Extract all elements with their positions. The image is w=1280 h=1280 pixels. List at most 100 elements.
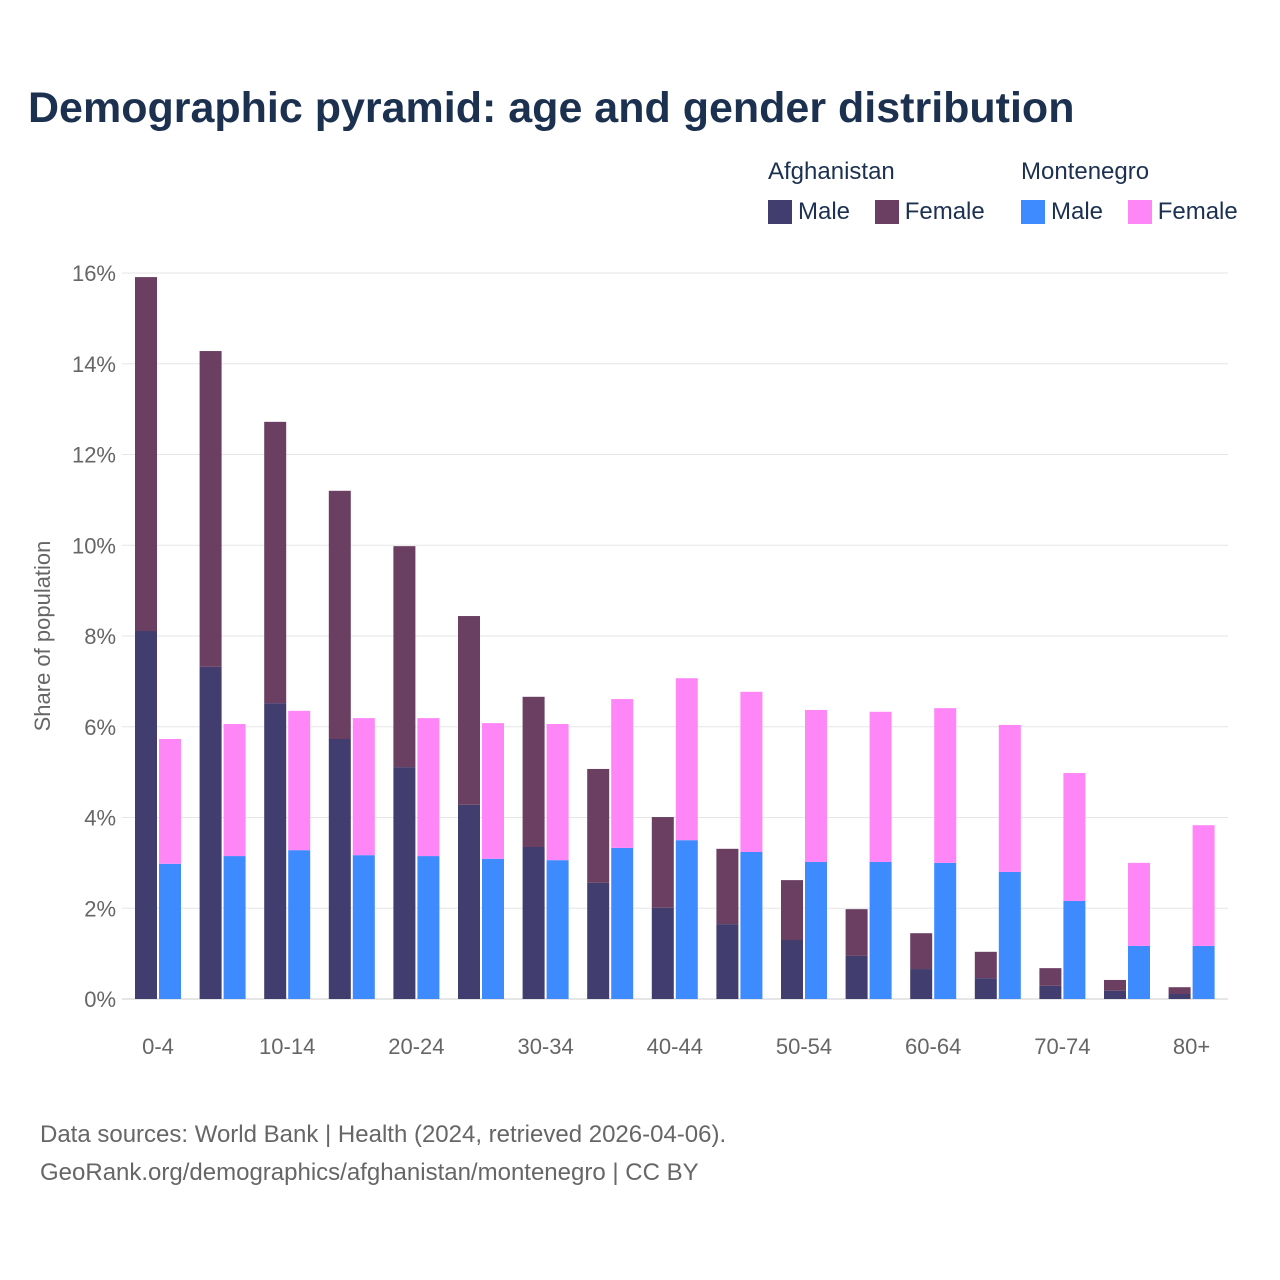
montenegro-female-bar: [1128, 862, 1150, 946]
afghanistan-male-bar: [199, 666, 222, 999]
legend-swatch: [1021, 200, 1045, 224]
afghanistan-male-bar: [522, 846, 545, 999]
legend-label: Female: [904, 198, 985, 225]
legend-item: Female: [1127, 198, 1238, 226]
source-line-2: GeoRank.org/demographics/afghanistan/mon…: [40, 1159, 699, 1186]
montenegro-female-bar: [675, 678, 698, 841]
montenegro-male-bar: [159, 863, 181, 999]
afghanistan-female-bar: [845, 909, 868, 956]
afghanistan-female-bar: [522, 696, 545, 847]
afghanistan-female-bar: [328, 490, 351, 740]
montenegro-male-bar: [675, 840, 698, 999]
legend-item: Female: [874, 198, 985, 226]
legend-item: Male: [768, 198, 850, 226]
afghanistan-female-bar: [781, 880, 803, 941]
afghanistan-male-bar: [845, 955, 868, 999]
afghanistan-male-bar: [716, 924, 739, 999]
afghanistan-male-bar: [135, 631, 157, 999]
afghanistan-female-bar: [587, 768, 610, 883]
x-tick-label: 0-4: [142, 1034, 174, 1059]
y-tick-label: 14%: [72, 352, 116, 377]
montenegro-male-bar: [998, 871, 1021, 999]
y-axis-label: Share of population: [30, 541, 55, 732]
afghanistan-female-bar: [1168, 987, 1191, 995]
montenegro-female-bar: [546, 724, 569, 861]
afghanistan-male-bar: [328, 739, 351, 999]
legend-swatch: [874, 200, 899, 224]
montenegro-male-bar: [482, 858, 504, 999]
x-tick-label: 40-44: [647, 1034, 703, 1059]
afghanistan-male-bar: [910, 969, 933, 999]
montenegro-female-bar: [934, 708, 957, 863]
x-tick-label: 60-64: [905, 1034, 961, 1059]
legend-swatch: [768, 200, 792, 224]
montenegro-female-bar: [223, 724, 246, 857]
afghanistan-female-bar: [264, 421, 287, 704]
y-tick-label: 4%: [84, 806, 116, 831]
x-tick-label: 70-74: [1034, 1034, 1090, 1059]
montenegro-male-bar: [611, 847, 634, 999]
x-tick-label: 50-54: [776, 1034, 832, 1059]
legend-label: Male: [798, 198, 851, 225]
afghanistan-male-bar: [1104, 990, 1126, 999]
legend-title: Montenegro: [1021, 158, 1150, 185]
montenegro-male-bar: [288, 850, 311, 999]
afghanistan-female-bar: [458, 616, 480, 805]
afghanistan-male-bar: [651, 907, 674, 999]
montenegro-female-bar: [611, 699, 634, 848]
montenegro-female-bar: [417, 718, 440, 857]
afghanistan-male-bar: [264, 703, 287, 999]
afghanistan-male-bar: [974, 978, 997, 999]
y-tick-label: 16%: [72, 261, 116, 286]
afghanistan-female-bar: [716, 848, 739, 925]
afghanistan-male-bar: [1168, 994, 1191, 999]
montenegro-male-bar: [223, 856, 246, 999]
montenegro-male-bar: [546, 860, 569, 999]
montenegro-female-bar: [482, 723, 504, 859]
x-tick-label: 20-24: [388, 1034, 444, 1059]
montenegro-female-bar: [869, 711, 892, 862]
montenegro-male-bar: [1128, 945, 1150, 999]
legend-label: Female: [1157, 198, 1238, 225]
montenegro-female-bar: [1063, 773, 1086, 901]
y-tick-label: 12%: [72, 443, 116, 468]
montenegro-female-bar: [805, 709, 827, 862]
afghanistan-female-bar: [393, 546, 416, 768]
afghanistan-female-bar: [135, 277, 157, 632]
montenegro-male-bar: [1063, 900, 1086, 999]
afghanistan-female-bar: [1039, 968, 1062, 986]
afghanistan-male-bar: [781, 940, 803, 999]
afghanistan-male-bar: [587, 882, 610, 999]
afghanistan-female-bar: [910, 933, 933, 970]
legend-item: Male: [1021, 198, 1103, 226]
y-tick-label: 8%: [84, 624, 116, 649]
x-tick-label: 80+: [1173, 1034, 1210, 1059]
montenegro-male-bar: [869, 861, 892, 999]
montenegro-female-bar: [740, 691, 763, 852]
montenegro-male-bar: [934, 862, 957, 999]
y-tick-label: 6%: [84, 715, 116, 740]
source-line-1: Data sources: World Bank | Health (2024,…: [40, 1121, 727, 1148]
montenegro-male-bar: [417, 856, 440, 999]
montenegro-male-bar: [1192, 945, 1215, 999]
legend-montenegro: Montenegro Male Female: [1021, 158, 1238, 231]
montenegro-female-bar: [159, 739, 181, 864]
afghanistan-male-bar: [393, 767, 416, 999]
source-note: Data sources: World Bank | Health (2024,…: [40, 1116, 726, 1192]
afghanistan-female-bar: [651, 817, 674, 908]
montenegro-male-bar: [740, 851, 763, 999]
montenegro-female-bar: [998, 724, 1021, 872]
afghanistan-female-bar: [1104, 979, 1126, 991]
afghanistan-male-bar: [458, 804, 480, 999]
chart-title: Demographic pyramid: age and gender dist…: [28, 84, 1075, 132]
afghanistan-female-bar: [974, 951, 997, 979]
montenegro-female-bar: [1192, 825, 1215, 946]
montenegro-female-bar: [288, 710, 311, 851]
afghanistan-female-bar: [199, 351, 222, 667]
montenegro-male-bar: [352, 855, 375, 999]
legend-swatch: [1127, 200, 1152, 224]
legend-afghanistan: Afghanistan Male Female: [768, 158, 1003, 231]
afghanistan-male-bar: [1039, 985, 1062, 999]
legend-label: Male: [1051, 198, 1104, 225]
